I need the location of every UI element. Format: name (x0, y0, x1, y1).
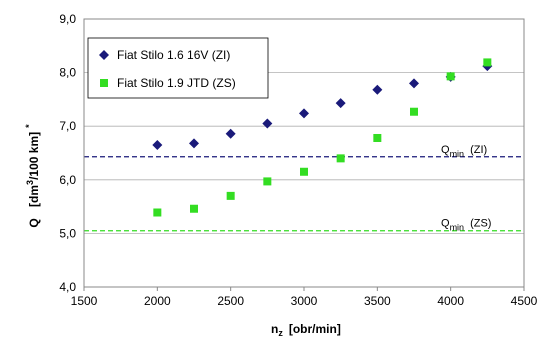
x-tick-label: 2000 (144, 294, 171, 308)
y-tick-label: 5,0 (59, 226, 76, 240)
data-point-diamond (299, 108, 309, 119)
data-point-diamond (262, 118, 273, 129)
data-point-diamond (372, 84, 383, 95)
y-tick-label: 6,0 (59, 173, 76, 187)
reference-line-label: Qmin (ZI) (441, 144, 487, 159)
legend-item-zs: Fiat Stilo 1.9 JTD (ZS) (100, 76, 236, 90)
data-point-square (336, 154, 345, 163)
y-tick-label: 8,0 (59, 66, 76, 80)
x-tick-label: 1500 (71, 294, 98, 308)
legend-box (87, 37, 269, 99)
data-point-square (263, 177, 272, 186)
x-axis-label: nz [obr/min] (271, 322, 341, 338)
data-point-diamond (409, 78, 419, 89)
y-tick-label: 4,0 (59, 280, 76, 294)
legend-label: Fiat Stilo 1.9 JTD (ZS) (117, 76, 236, 90)
y-tick-label: 9,0 (59, 12, 76, 26)
legend: Fiat Stilo 1.6 16V (ZI) Fiat Stilo 1.9 J… (87, 37, 269, 99)
data-point-diamond (189, 138, 199, 149)
data-point-diamond (335, 98, 346, 109)
y-tick-labels: 4,0 5,0 6,0 7,0 8,0 9,0 (59, 12, 76, 294)
data-point-diamond (225, 128, 236, 139)
x-tick-label: 3000 (291, 294, 318, 308)
data-point-square (300, 167, 308, 176)
legend-marker-square (100, 79, 108, 87)
legend-item-zi: Fiat Stilo 1.6 16V (ZI) (99, 48, 230, 62)
legend-label: Fiat Stilo 1.6 16V (ZI) (117, 48, 230, 62)
data-point-square (226, 191, 235, 200)
reference-lines (84, 156, 524, 232)
legend-marker-diamond (99, 50, 109, 60)
y-axis-label: Q [dm3/100 km]* (24, 124, 41, 228)
data-point-square (483, 58, 492, 67)
x-tick-label: 4500 (511, 294, 538, 308)
x-tick-label: 4000 (437, 294, 464, 308)
x-tick-label: 3500 (364, 294, 391, 308)
data-point-square (446, 72, 455, 81)
reference-line-label: Qmin (ZS) (441, 218, 491, 233)
x-tick-labels: 1500 2000 2500 3000 3500 4000 4500 (71, 287, 538, 308)
data-point-square (190, 204, 198, 213)
data-point-diamond (152, 139, 163, 150)
data-point-square (153, 208, 162, 217)
data-point-square (373, 133, 382, 142)
x-tick-label: 2500 (217, 294, 244, 308)
y-tick-label: 7,0 (59, 119, 76, 133)
data-point-square (410, 107, 418, 116)
data-points (152, 58, 493, 217)
